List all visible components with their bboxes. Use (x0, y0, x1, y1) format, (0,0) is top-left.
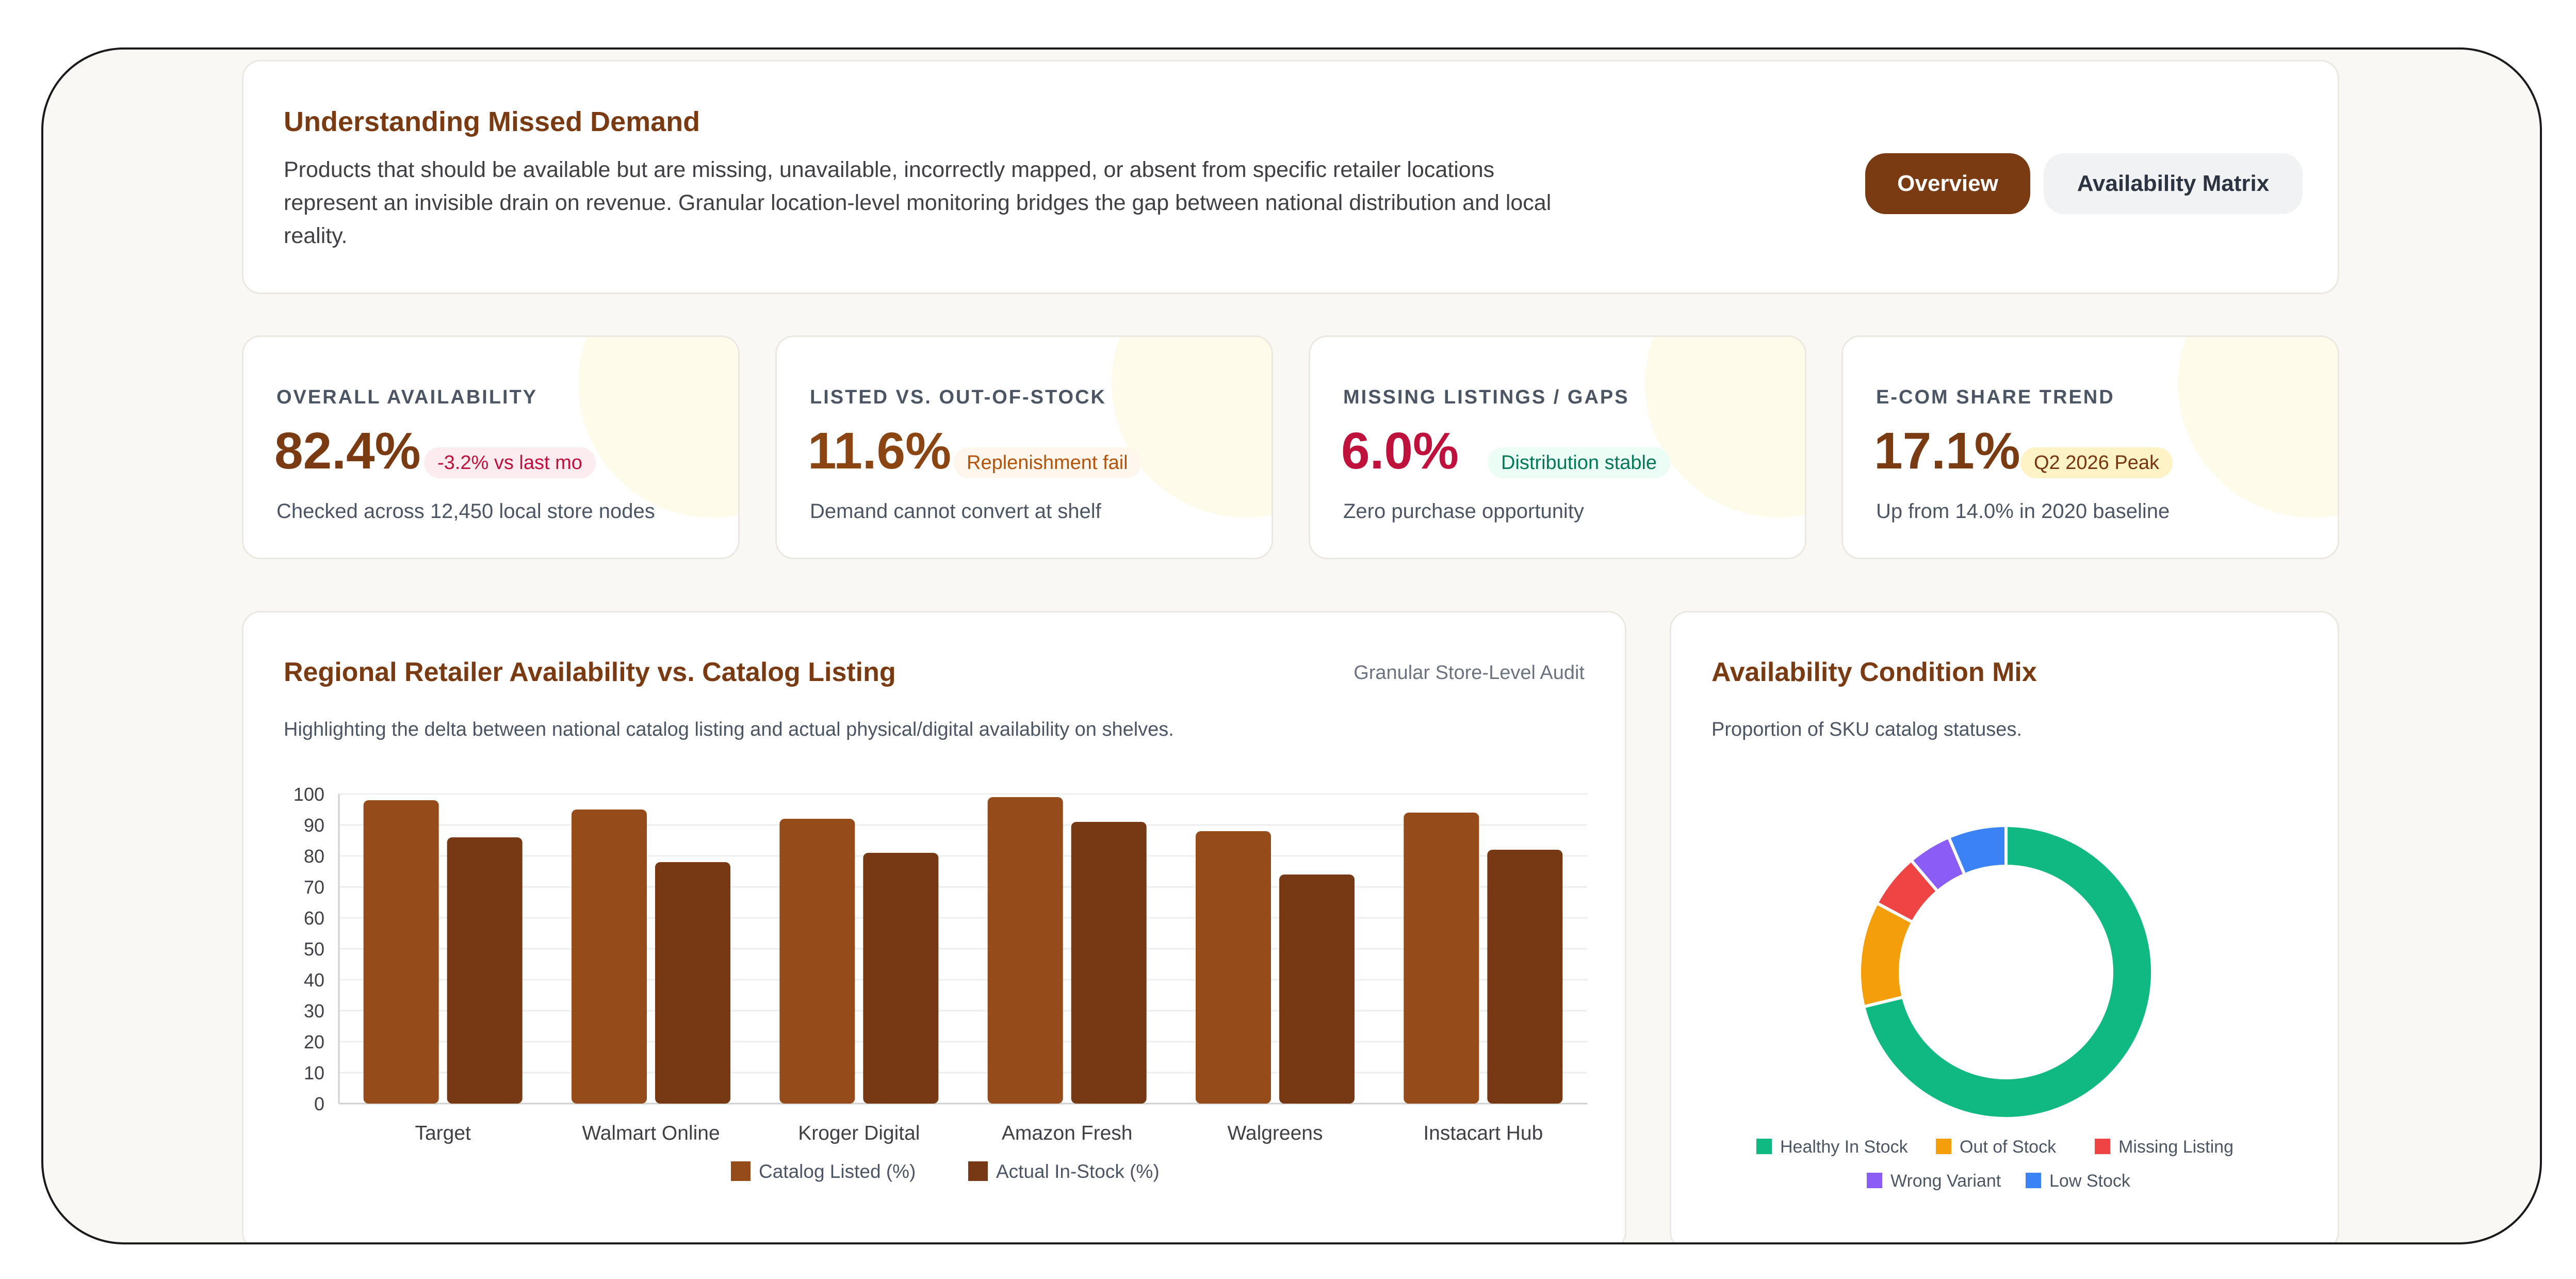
y-tick-label: 20 (304, 1031, 324, 1053)
stat-subtext: Demand cannot convert at shelf (810, 500, 1101, 523)
stat-badge: Q2 2026 Peak (2020, 447, 2173, 478)
stat-label: LISTED VS. OUT-OF-STOCK (810, 386, 1106, 408)
tab-availability-matrix[interactable]: Availability Matrix (2044, 153, 2303, 214)
stat-card-ecom-share: E-COM SHARE TREND 17.1% Q2 2026 Peak Up … (1841, 335, 2339, 559)
tab-overview[interactable]: Overview (1865, 153, 2030, 214)
bar (863, 853, 939, 1104)
legend-swatch (968, 1161, 988, 1181)
donut-slice (1946, 823, 2008, 877)
legend-swatch (1936, 1139, 1951, 1154)
stat-label: MISSING LISTINGS / GAPS (1343, 386, 1629, 408)
bar-chart: 0 10 20 30 40 50 60 70 80 90 100 Target Walmart Onli… (294, 784, 1587, 1182)
bar (1279, 875, 1355, 1104)
intro-description: Products that should be available but ar… (284, 157, 1552, 248)
bar-chart-card: Regional Retailer Availability vs. Catal… (242, 611, 1626, 1242)
x-tick-label: Instacart Hub (1423, 1122, 1543, 1144)
bar (987, 797, 1063, 1104)
decorative-circle (1112, 337, 1271, 517)
bar-chart-title: Regional Retailer Availability vs. Catal… (284, 657, 896, 687)
stat-label: E-COM SHARE TREND (1876, 386, 2115, 408)
legend-swatch (1756, 1139, 1772, 1154)
x-tick-label: Amazon Fresh (1002, 1122, 1133, 1144)
stat-value: 82.4% (274, 422, 421, 480)
legend-swatch (2026, 1173, 2041, 1188)
bar (572, 810, 647, 1104)
donut-chart-card: Availability Condition Mix Proportion of… (1670, 611, 2339, 1242)
legend-label: Low Stock (2049, 1171, 2131, 1191)
intro-card: Understanding Missed Demand Products tha… (242, 60, 2339, 294)
decorative-circle (2178, 337, 2338, 517)
bar-chart-subtitle: Highlighting the delta between national … (284, 719, 1174, 740)
x-tick-label: Walgreens (1228, 1122, 1323, 1144)
y-tick-label: 90 (304, 815, 324, 836)
bar (779, 819, 855, 1104)
x-tick-label: Target (415, 1122, 471, 1144)
bar (1487, 850, 1563, 1104)
legend-label: Healthy In Stock (1780, 1137, 1909, 1157)
y-tick-label: 40 (304, 969, 324, 991)
stat-badge: Replenishment fail (953, 447, 1142, 478)
legend-label: Catalog Listed (%) (759, 1161, 916, 1182)
legend-swatch (1867, 1173, 1882, 1188)
stat-card-missing-listings: MISSING LISTINGS / GAPS 6.0% Distributio… (1309, 335, 1806, 559)
stat-value: 17.1% (1874, 422, 2020, 480)
decorative-circle (578, 337, 738, 517)
decorative-circle (1645, 337, 1805, 517)
y-tick-label: 10 (304, 1062, 324, 1083)
bar (447, 837, 523, 1104)
y-tick-label: 0 (314, 1093, 324, 1114)
y-tick-label: 70 (304, 877, 324, 898)
app-window: Understanding Missed Demand Products tha… (41, 47, 2542, 1244)
donut-chart: Healthy In Stock Out of Stock Missing List… (1756, 823, 2233, 1191)
stat-label: OVERALL AVAILABILITY (276, 386, 538, 408)
y-tick-label: 30 (304, 1000, 324, 1022)
legend-swatch (2095, 1139, 2110, 1154)
stat-subtext: Up from 14.0% in 2020 baseline (1876, 500, 2170, 523)
donut-chart-title: Availability Condition Mix (1711, 657, 2037, 687)
y-tick-label: 80 (304, 846, 324, 867)
legend-label: Actual In-Stock (%) (996, 1161, 1160, 1182)
stat-badge: -3.2% vs last mo (424, 447, 596, 478)
bar (363, 800, 439, 1104)
stat-subtext: Checked across 12,450 local store nodes (276, 500, 655, 523)
x-tick-label: Walmart Online (582, 1122, 720, 1144)
bar-chart-note: Granular Store-Level Audit (1354, 662, 1585, 684)
legend-label: Out of Stock (1960, 1137, 2057, 1157)
y-tick-label: 100 (294, 784, 324, 805)
stat-subtext: Zero purchase opportunity (1343, 500, 1584, 523)
bar (655, 862, 730, 1104)
bar (1404, 813, 1479, 1104)
stat-value: 11.6% (808, 422, 952, 480)
bar (1071, 822, 1147, 1104)
stat-value: 6.0% (1341, 422, 1459, 480)
donut-slice (1862, 823, 2154, 1120)
stat-card-overall-availability: OVERALL AVAILABILITY 82.4% -3.2% vs last… (242, 335, 740, 559)
legend-swatch (731, 1161, 751, 1181)
x-tick-label: Kroger Digital (798, 1122, 920, 1144)
y-tick-label: 60 (304, 908, 324, 929)
stat-card-listed-vs-oos: LISTED VS. OUT-OF-STOCK 11.6% Replenishm… (775, 335, 1273, 559)
y-tick-label: 50 (304, 938, 324, 960)
bar (1196, 831, 1271, 1104)
legend-label: Missing Listing (2118, 1137, 2233, 1157)
donut-chart-subtitle: Proportion of SKU catalog statuses. (1711, 719, 2022, 740)
legend-label: Wrong Variant (1890, 1171, 2001, 1191)
intro-title: Understanding Missed Demand (284, 106, 700, 137)
stat-badge: Distribution stable (1488, 447, 1671, 478)
